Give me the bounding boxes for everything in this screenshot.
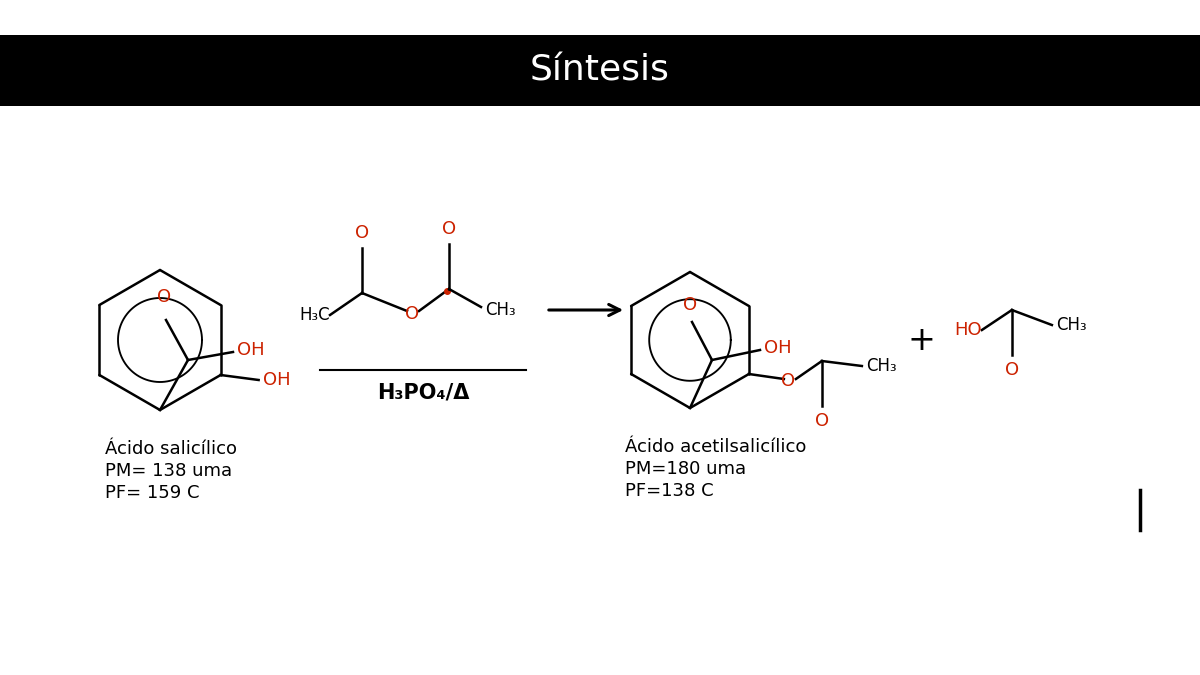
Text: PF= 159 C: PF= 159 C: [106, 484, 199, 502]
Text: PF=138 C: PF=138 C: [625, 482, 714, 500]
Text: O: O: [683, 296, 697, 314]
Text: O: O: [404, 305, 419, 323]
Text: H₃C: H₃C: [299, 306, 330, 324]
Text: PM=180 uma: PM=180 uma: [625, 460, 746, 478]
Text: CH₃: CH₃: [485, 301, 516, 319]
Text: O: O: [1004, 361, 1019, 379]
Text: O: O: [442, 220, 456, 238]
Bar: [0, 35, 1200, 106]
Text: O: O: [157, 288, 172, 306]
Text: H₃PO₄/Δ: H₃PO₄/Δ: [377, 382, 469, 402]
Text: CH₃: CH₃: [866, 357, 896, 375]
Text: OH: OH: [238, 341, 265, 359]
Text: Síntesis: Síntesis: [530, 53, 670, 88]
Text: +: +: [908, 323, 936, 356]
Text: HO: HO: [954, 321, 982, 339]
Text: OH: OH: [263, 371, 290, 389]
Text: CH₃: CH₃: [1056, 316, 1086, 334]
Text: Ácido salicílico: Ácido salicílico: [106, 440, 238, 458]
Text: O: O: [815, 412, 829, 430]
Text: O: O: [781, 372, 794, 390]
Text: Ácido acetilsalicílico: Ácido acetilsalicílico: [625, 438, 806, 456]
Text: O: O: [355, 224, 370, 242]
Text: OH: OH: [764, 339, 792, 357]
Text: PM= 138 uma: PM= 138 uma: [106, 462, 232, 480]
